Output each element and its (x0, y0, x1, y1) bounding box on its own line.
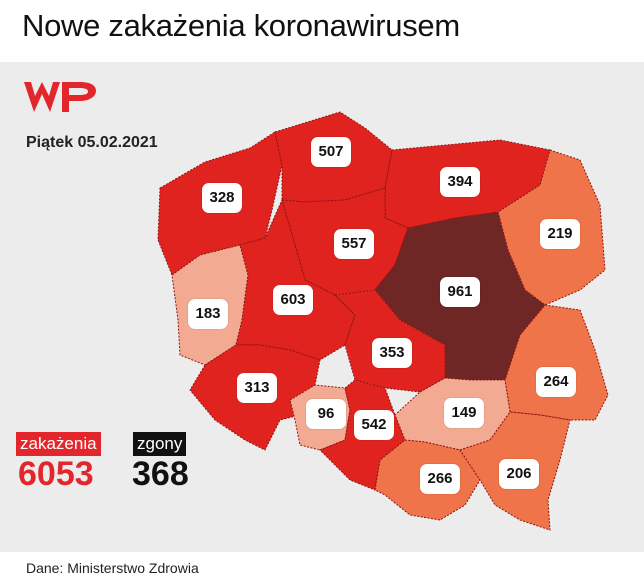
region-value: 328 (202, 183, 242, 213)
region-value: 394 (440, 167, 480, 197)
region-value: 507 (311, 137, 351, 167)
region-shape-wielkopolskie (235, 198, 356, 361)
date-label: Piątek 05.02.2021 (26, 134, 158, 151)
region-value: 264 (536, 367, 576, 397)
region-value: 149 (444, 398, 484, 428)
wp-logo (24, 82, 96, 112)
page-title: Nowe zakażenia koronawirusem (22, 8, 460, 43)
region-value: 206 (499, 459, 539, 489)
cases-label: zakażenia (16, 432, 101, 456)
region-value: 96 (306, 399, 346, 429)
region-value: 353 (372, 338, 412, 368)
region-value: 603 (273, 285, 313, 315)
region-value: 266 (420, 464, 460, 494)
region-value: 313 (237, 373, 277, 403)
region-value: 961 (440, 277, 480, 307)
deaths-label: zgony (133, 432, 187, 456)
region-value: 219 (540, 219, 580, 249)
region-value: 542 (354, 410, 394, 440)
region-shape-lubelskie (504, 304, 609, 421)
cases-value: 6053 (18, 455, 94, 493)
region-value: 557 (334, 229, 374, 259)
source-note: Dane: Ministerstwo Zdrowia (26, 560, 199, 576)
deaths-value: 368 (132, 455, 189, 493)
region-value: 183 (188, 299, 228, 329)
